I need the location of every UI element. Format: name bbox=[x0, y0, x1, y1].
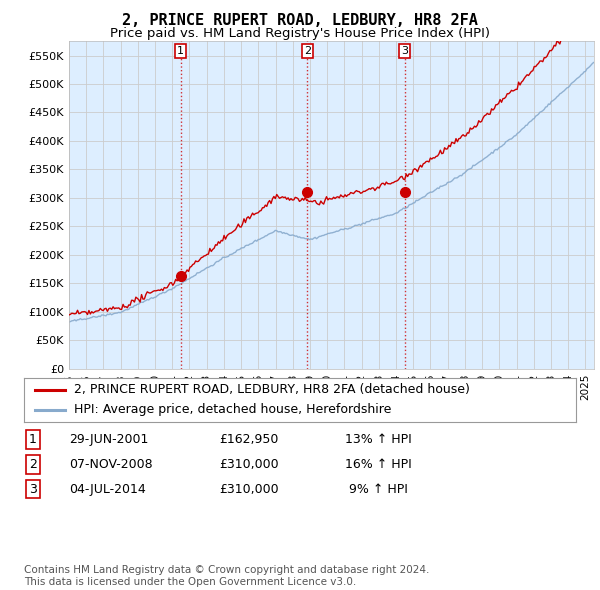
Text: 2: 2 bbox=[304, 46, 311, 56]
Text: 2, PRINCE RUPERT ROAD, LEDBURY, HR8 2FA: 2, PRINCE RUPERT ROAD, LEDBURY, HR8 2FA bbox=[122, 13, 478, 28]
Text: £310,000: £310,000 bbox=[219, 458, 278, 471]
Text: 13% ↑ HPI: 13% ↑ HPI bbox=[345, 433, 412, 446]
Text: 3: 3 bbox=[401, 46, 408, 56]
Text: 07-NOV-2008: 07-NOV-2008 bbox=[69, 458, 152, 471]
Text: HPI: Average price, detached house, Herefordshire: HPI: Average price, detached house, Here… bbox=[74, 404, 391, 417]
Text: 16% ↑ HPI: 16% ↑ HPI bbox=[345, 458, 412, 471]
Text: 1: 1 bbox=[177, 46, 184, 56]
Text: £310,000: £310,000 bbox=[219, 483, 278, 496]
Text: 1: 1 bbox=[29, 433, 37, 446]
Text: 9% ↑ HPI: 9% ↑ HPI bbox=[345, 483, 408, 496]
Text: 29-JUN-2001: 29-JUN-2001 bbox=[69, 433, 148, 446]
Text: £162,950: £162,950 bbox=[219, 433, 278, 446]
Text: 2, PRINCE RUPERT ROAD, LEDBURY, HR8 2FA (detached house): 2, PRINCE RUPERT ROAD, LEDBURY, HR8 2FA … bbox=[74, 383, 470, 396]
Text: 3: 3 bbox=[29, 483, 37, 496]
Text: 2: 2 bbox=[29, 458, 37, 471]
Text: 04-JUL-2014: 04-JUL-2014 bbox=[69, 483, 146, 496]
Text: Price paid vs. HM Land Registry's House Price Index (HPI): Price paid vs. HM Land Registry's House … bbox=[110, 27, 490, 40]
Text: Contains HM Land Registry data © Crown copyright and database right 2024.
This d: Contains HM Land Registry data © Crown c… bbox=[24, 565, 430, 587]
